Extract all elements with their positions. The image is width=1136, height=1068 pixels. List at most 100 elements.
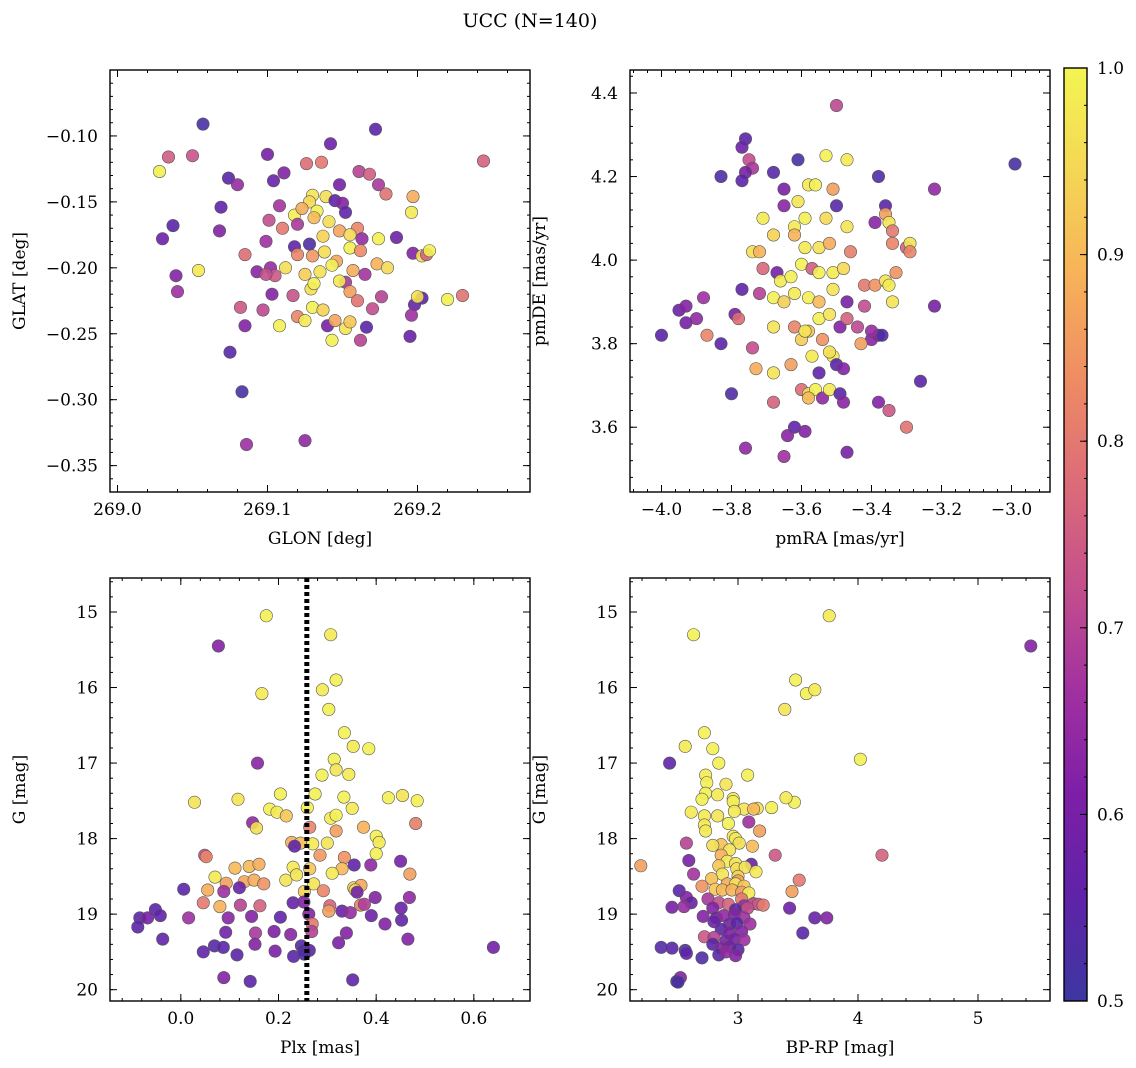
scatter-point bbox=[286, 288, 300, 302]
x-axis-label: GLON [deg] bbox=[268, 529, 372, 549]
scatter-point bbox=[327, 752, 341, 766]
scatter-point bbox=[679, 316, 693, 330]
scatter-point bbox=[1008, 157, 1022, 171]
scatter-point bbox=[712, 756, 726, 770]
scatter-point bbox=[213, 224, 227, 238]
y-tick-label: 4.0 bbox=[591, 251, 618, 271]
scatter-point bbox=[272, 199, 286, 213]
scatter-point bbox=[882, 403, 896, 417]
scatter-point bbox=[780, 429, 794, 443]
x-tick-label: 269.1 bbox=[243, 500, 292, 520]
scatter-point bbox=[314, 155, 328, 169]
scatter-point bbox=[815, 391, 829, 405]
y-axis-label: G [mag] bbox=[530, 755, 550, 824]
scatter-point bbox=[777, 449, 791, 463]
scatter-point bbox=[214, 200, 228, 214]
scatter-point bbox=[278, 261, 292, 275]
scatter-point bbox=[404, 308, 418, 322]
x-tick-label: 0.2 bbox=[265, 1009, 292, 1029]
y-tick-label: 3.8 bbox=[591, 335, 618, 355]
scatter-point bbox=[364, 858, 378, 872]
scatter-point bbox=[699, 824, 713, 838]
scatter-point bbox=[766, 228, 780, 242]
scatter-point bbox=[815, 332, 829, 346]
scatter-point bbox=[231, 178, 245, 192]
scatter-point bbox=[808, 683, 822, 697]
scatter-point bbox=[284, 927, 298, 941]
scatter-point bbox=[267, 924, 281, 938]
scatter-point bbox=[355, 232, 369, 246]
scatter-point bbox=[196, 117, 210, 131]
scatter-point bbox=[350, 885, 364, 899]
scatter-point bbox=[364, 909, 378, 923]
scatter-point bbox=[422, 244, 436, 258]
scatter-point bbox=[695, 792, 709, 806]
scatter-point bbox=[287, 949, 301, 963]
scatter-points bbox=[634, 609, 1038, 989]
scatter-point bbox=[819, 149, 833, 163]
scatter-point bbox=[196, 945, 210, 959]
scatter-point bbox=[826, 282, 840, 296]
scatter-point bbox=[779, 791, 793, 805]
scatter-point bbox=[677, 900, 691, 914]
scatter-point bbox=[875, 848, 889, 862]
scatter-point bbox=[273, 787, 287, 801]
scatter-point bbox=[369, 847, 383, 861]
scatter-points bbox=[131, 609, 500, 988]
scatter-point bbox=[695, 951, 709, 965]
scatter-point bbox=[265, 287, 279, 301]
scatter-point bbox=[714, 337, 728, 351]
scatter-point bbox=[259, 609, 273, 623]
y-tick-label: 15 bbox=[76, 603, 98, 623]
scatter-point bbox=[766, 366, 780, 380]
scatter-point bbox=[211, 639, 225, 653]
scatter-point bbox=[777, 182, 791, 196]
scatter-point bbox=[299, 157, 313, 171]
scatter-point bbox=[836, 395, 850, 409]
scatter-point bbox=[368, 122, 382, 136]
scatter-point bbox=[298, 267, 312, 281]
x-tick-label: −3.6 bbox=[781, 500, 822, 520]
scatter-point bbox=[727, 804, 741, 818]
scatter-point bbox=[279, 873, 293, 887]
scatter-point bbox=[826, 182, 840, 196]
colorbar-tick-label: 1.0 bbox=[1097, 59, 1124, 79]
parallax-magnitude-scatter-panel: 0.0 0.2 0.4 0.6 15 16 17 18 19 20 Plx [mas] G [mag] bbox=[10, 577, 531, 1058]
scatter-point bbox=[868, 216, 882, 230]
y-tick-label: 4.4 bbox=[591, 84, 618, 104]
x-tick-label: 3 bbox=[733, 1009, 744, 1029]
scatter-point bbox=[768, 848, 782, 862]
scatter-point bbox=[262, 213, 276, 227]
scatter-point bbox=[395, 788, 409, 802]
x-tick-label: −3.2 bbox=[921, 500, 962, 520]
scatter-point bbox=[329, 824, 343, 838]
scatter-point bbox=[272, 319, 286, 333]
y-tick-label: 17 bbox=[76, 754, 98, 774]
y-axis-label: G [mag] bbox=[10, 755, 30, 824]
y-tick-label: −0.30 bbox=[46, 391, 98, 411]
scatter-point bbox=[719, 945, 733, 959]
colorbar-tick-label: 0.6 bbox=[1097, 805, 1124, 825]
scatter-point bbox=[332, 274, 346, 288]
scatter-point bbox=[306, 837, 320, 851]
scatter-point bbox=[735, 282, 749, 296]
scatter-point bbox=[735, 174, 749, 188]
scatter-point bbox=[346, 739, 360, 753]
scatter-point bbox=[222, 171, 236, 185]
scatter-point bbox=[192, 263, 206, 277]
scatter-point bbox=[864, 324, 878, 338]
scatter-point bbox=[245, 909, 259, 923]
scatter-point bbox=[357, 897, 371, 911]
scatter-point bbox=[353, 333, 367, 347]
scatter-point bbox=[687, 867, 701, 881]
colorbar: 0.5 0.6 0.7 0.8 0.9 1.0 bbox=[1063, 59, 1124, 1012]
y-tick-label: 17 bbox=[596, 754, 618, 774]
scatter-point bbox=[840, 295, 854, 309]
y-tick-label: 16 bbox=[596, 679, 618, 699]
scatter-point bbox=[687, 628, 701, 642]
scatter-point bbox=[231, 792, 245, 806]
scatter-point bbox=[307, 277, 321, 291]
scatter-point bbox=[259, 234, 273, 248]
scatter-point bbox=[286, 896, 300, 910]
scatter-point bbox=[317, 245, 331, 259]
